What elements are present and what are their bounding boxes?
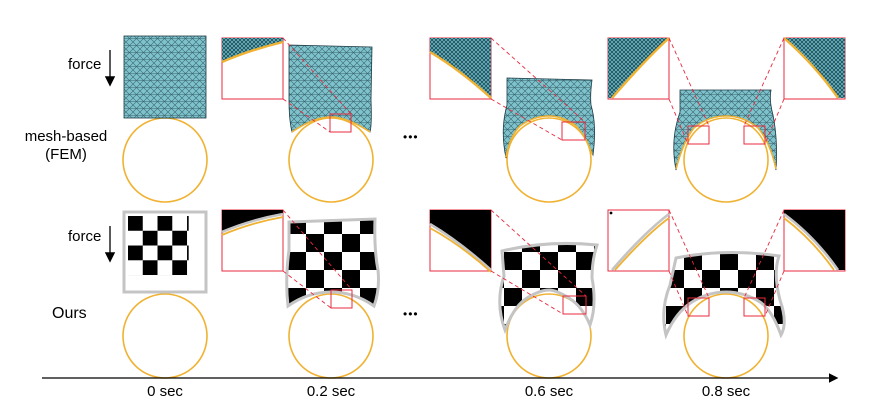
mesh-based-label-line2: (FEM) [45,146,87,163]
zoom-inset [607,37,670,100]
checker-cloth-t0 [122,210,208,294]
ellipsis-top: ••• [403,130,419,144]
zoom-inset [429,209,492,273]
zoom-inset [429,37,492,100]
zoom-region-box [743,125,766,145]
zoom-inset [783,209,846,272]
time-label-3: 0.8 sec [701,383,751,400]
checker-cloth-t06 [498,241,600,335]
mesh-based-label-line1: mesh-based [24,128,108,145]
mesh-row [104,35,846,171]
ellipsis-bottom: ••• [403,307,419,321]
zoom-region-box [561,121,586,141]
obstacle-circle [288,117,374,203]
zoom-region-box [330,289,353,309]
checker-cloth-t02 [285,217,380,309]
zoom-region-box [329,113,352,133]
zoom-region-box [687,297,710,317]
zoom-region-box [562,295,587,315]
zoom-inset [221,209,284,272]
obstacle-circle [506,117,592,203]
zoom-inset [607,209,670,272]
obstacle-circle [122,293,208,379]
mesh-cloth-t0 [123,35,207,119]
time-label-2: 0.6 sec [524,383,574,400]
zoom-inset [221,37,284,100]
force-label-bottom: force [68,228,102,245]
zoom-connectors [282,37,785,145]
zoom-region-box [687,125,710,145]
mesh-cloth-t08 [673,89,777,171]
obstacle-circles [122,117,769,379]
ours-label: Ours [52,305,87,322]
zoom-region-box [743,297,766,317]
time-label-0: 0 sec [147,383,183,400]
mesh-based-label: mesh-based (FEM) [18,128,114,164]
time-label-1: 0.2 sec [306,383,356,400]
ours-row [104,209,846,340]
obstacle-circle [683,117,769,203]
obstacle-circle [683,293,769,379]
force-label-top: force [68,56,102,73]
zoom-connectors [282,209,785,317]
obstacle-circle [122,117,208,203]
checker-cloth-t08 [662,250,786,340]
zoom-inset [783,37,846,100]
